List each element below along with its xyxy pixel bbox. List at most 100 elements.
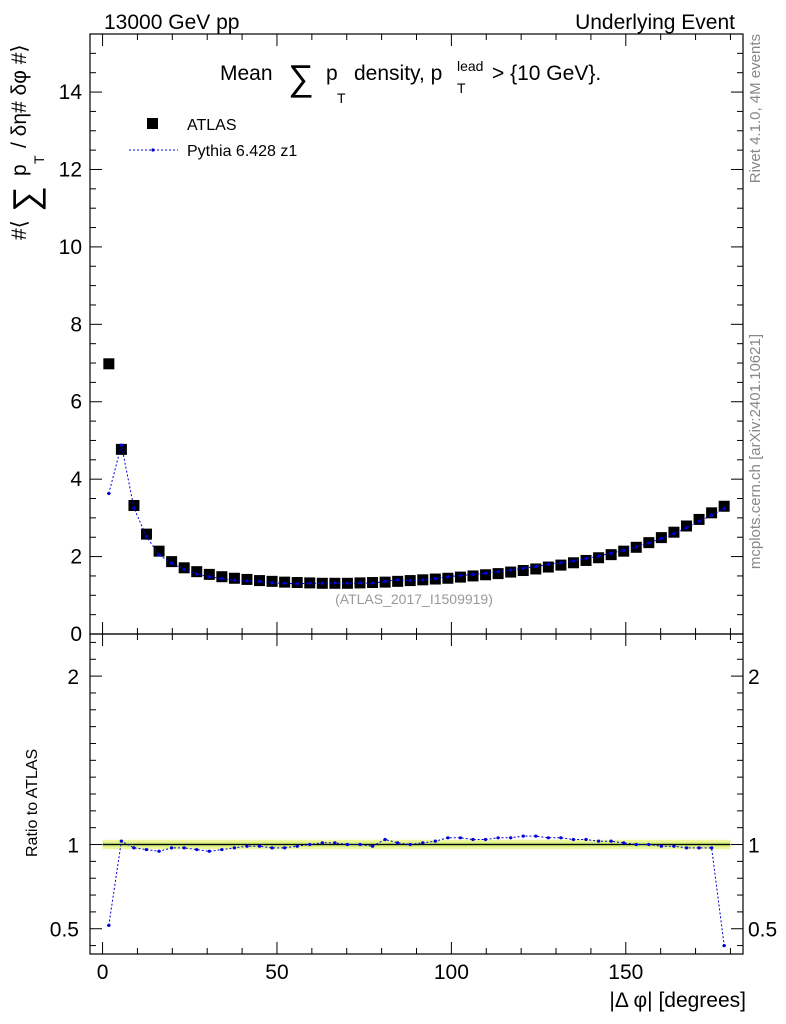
pythia-point: [534, 565, 538, 569]
pythia-point: [483, 571, 488, 575]
pythia-point: [634, 545, 638, 549]
pythia-point: [458, 573, 463, 578]
ratio-point: [257, 844, 262, 848]
ratio-y-tick-label: 2: [67, 666, 79, 689]
x-tick-label: 100: [434, 961, 469, 984]
title-sum: ∑: [288, 57, 314, 98]
ratio-point: [584, 837, 588, 842]
ratio-point: [119, 839, 123, 843]
ratio-y-tick-label-right: 0.5: [748, 919, 777, 942]
atlas-point: [115, 443, 127, 455]
pythia-point: [257, 579, 262, 583]
pythia-point: [232, 578, 237, 582]
ratio-plot-area: [102, 834, 731, 948]
pythia-point: [370, 581, 375, 585]
ratio-point: [672, 844, 676, 848]
x-tick-label: 50: [265, 961, 288, 984]
ratio-point: [622, 841, 626, 845]
legend-label-pythia: Pythia 6.428 z1: [187, 143, 297, 160]
atlas-point: [706, 507, 718, 519]
ratio-point: [596, 839, 601, 843]
ratio-y-label: Ratio to ATLAS: [24, 749, 41, 857]
ratio-y-tick-label: 1: [67, 835, 79, 858]
pythia-point: [421, 578, 425, 582]
atlas-point: [492, 568, 504, 580]
mcplots-label: mcplots.cern.ch [arXiv:2401.10621]: [747, 334, 764, 569]
pythia-point: [559, 561, 563, 565]
pythia-point: [571, 559, 576, 563]
pythia-point: [119, 443, 123, 447]
atlas-point: [128, 499, 140, 511]
title-t: T: [337, 90, 346, 106]
main-plot-area: [103, 358, 730, 589]
ratio-point: [245, 844, 249, 848]
title-lead: lead: [457, 58, 483, 74]
pythia-point: [195, 572, 199, 576]
ratio-point: [144, 847, 149, 852]
ratio-point: [370, 844, 375, 848]
pythia-point: [333, 581, 337, 585]
atlas-point: [203, 568, 215, 580]
pythia-point: [471, 572, 475, 576]
pythia-point: [710, 513, 714, 517]
ratio-point: [396, 841, 400, 845]
ratio-point: [471, 837, 475, 842]
ratio-point: [433, 839, 437, 843]
atlas-point: [680, 520, 692, 532]
y-tick-label: 10: [59, 236, 82, 259]
pythia-point: [496, 570, 500, 574]
title-mean: Mean: [220, 62, 273, 85]
ratio-point: [220, 847, 224, 852]
pythia-point: [684, 526, 689, 530]
pythia-point: [358, 581, 362, 585]
ratio-point: [207, 849, 211, 853]
ratio-point: [333, 841, 337, 845]
ratio-point: [308, 842, 312, 847]
atlas-point: [517, 565, 529, 577]
y-tick-label: 2: [70, 546, 82, 569]
ratio-point: [609, 839, 613, 843]
legend-marker-atlas: [147, 118, 158, 129]
ratio-point: [421, 841, 425, 845]
ratio-point: [534, 834, 538, 838]
atlas-point: [580, 554, 592, 566]
ratio-point: [458, 836, 463, 840]
pythia-point: [546, 562, 550, 566]
rivet-label: Rivet 4.1.0, 4M events: [747, 34, 764, 183]
ratio-point: [170, 846, 174, 850]
ratio-point: [496, 836, 500, 840]
ratio-point: [358, 842, 362, 847]
analysis-watermark: (ATLAS_2017_I1509919): [335, 591, 493, 607]
ratio-point: [320, 841, 324, 845]
ratio-point: [295, 844, 299, 848]
ratio-point: [132, 846, 136, 850]
pythia-point: [170, 561, 174, 565]
ratio-point: [509, 836, 513, 840]
ylabel-p: p: [8, 164, 31, 176]
pythia-point: [182, 567, 186, 571]
ratio-point: [446, 836, 450, 840]
pythia-point: [622, 548, 626, 552]
atlas-point: [505, 566, 517, 578]
pythia-point: [672, 532, 676, 536]
ratio-point: [710, 846, 714, 850]
ratio-point: [270, 846, 274, 850]
ratio-point: [546, 836, 550, 840]
atlas-point: [718, 500, 730, 512]
pythia-point: [521, 566, 525, 570]
ylabel-t: T: [31, 155, 47, 164]
ratio-point: [521, 834, 525, 838]
ratio-line: [108, 835, 725, 946]
pythia-point: [345, 581, 350, 585]
y-tick-label: 6: [70, 391, 82, 414]
ratio-point: [345, 842, 350, 847]
pythia-point: [722, 506, 726, 511]
pythia-point: [270, 581, 274, 585]
ratio-point: [659, 844, 663, 848]
ratio-y-tick-label-right: 2: [748, 666, 760, 689]
pythia-point: [132, 506, 136, 510]
pythia-point: [446, 575, 450, 579]
ratio-point: [571, 837, 576, 842]
